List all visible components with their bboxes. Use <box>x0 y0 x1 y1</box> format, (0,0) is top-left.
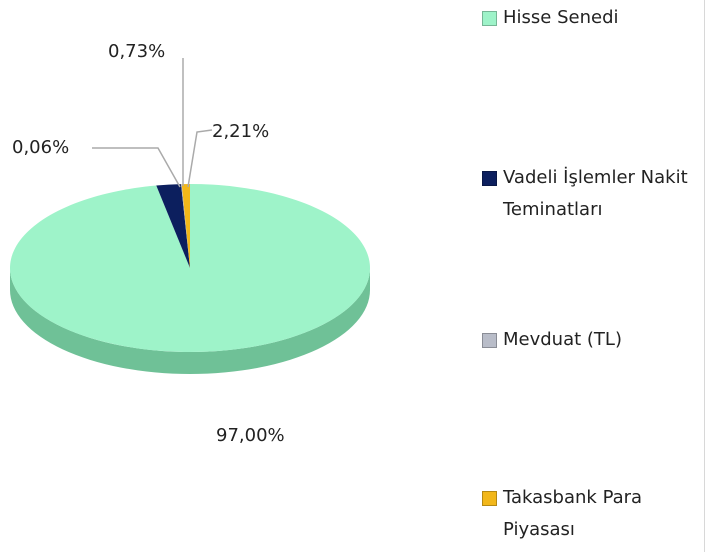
data-label: 0,06% <box>12 137 69 158</box>
legend-label: Vadeli İşlemler Nakit Teminatları <box>503 167 688 220</box>
divider <box>704 0 705 552</box>
pie-side <box>10 268 370 374</box>
pie-slice <box>181 184 190 268</box>
data-label: 97,00% <box>216 425 285 446</box>
data-label: 0,73% <box>108 41 165 62</box>
legend-item: Mevduat (TL) <box>482 324 708 356</box>
legend-label: Mevduat (TL) <box>503 329 622 350</box>
data-label: 2,21% <box>212 121 269 142</box>
legend-swatch <box>482 11 497 26</box>
legend-swatch <box>482 333 497 348</box>
pie-slice <box>156 184 190 268</box>
legend-item: Takasbank Para Piyasası <box>482 482 708 546</box>
legend-label: Takasbank Para Piyasası <box>503 487 643 540</box>
legend-item: Vadeli İşlemler Nakit Teminatları <box>482 162 708 226</box>
legend-swatch <box>482 491 497 506</box>
legend-swatch <box>482 171 497 186</box>
legend-label: Hisse Senedi <box>503 7 619 28</box>
pie-slice <box>10 184 371 353</box>
leader-line <box>92 147 181 188</box>
pie-slice <box>181 184 190 268</box>
leader-line <box>187 129 213 188</box>
legend-item: Hisse Senedi <box>482 2 708 34</box>
